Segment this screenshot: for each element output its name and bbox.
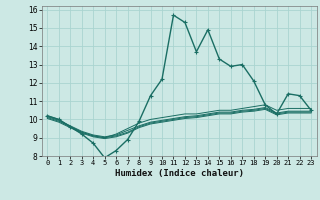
X-axis label: Humidex (Indice chaleur): Humidex (Indice chaleur) <box>115 169 244 178</box>
